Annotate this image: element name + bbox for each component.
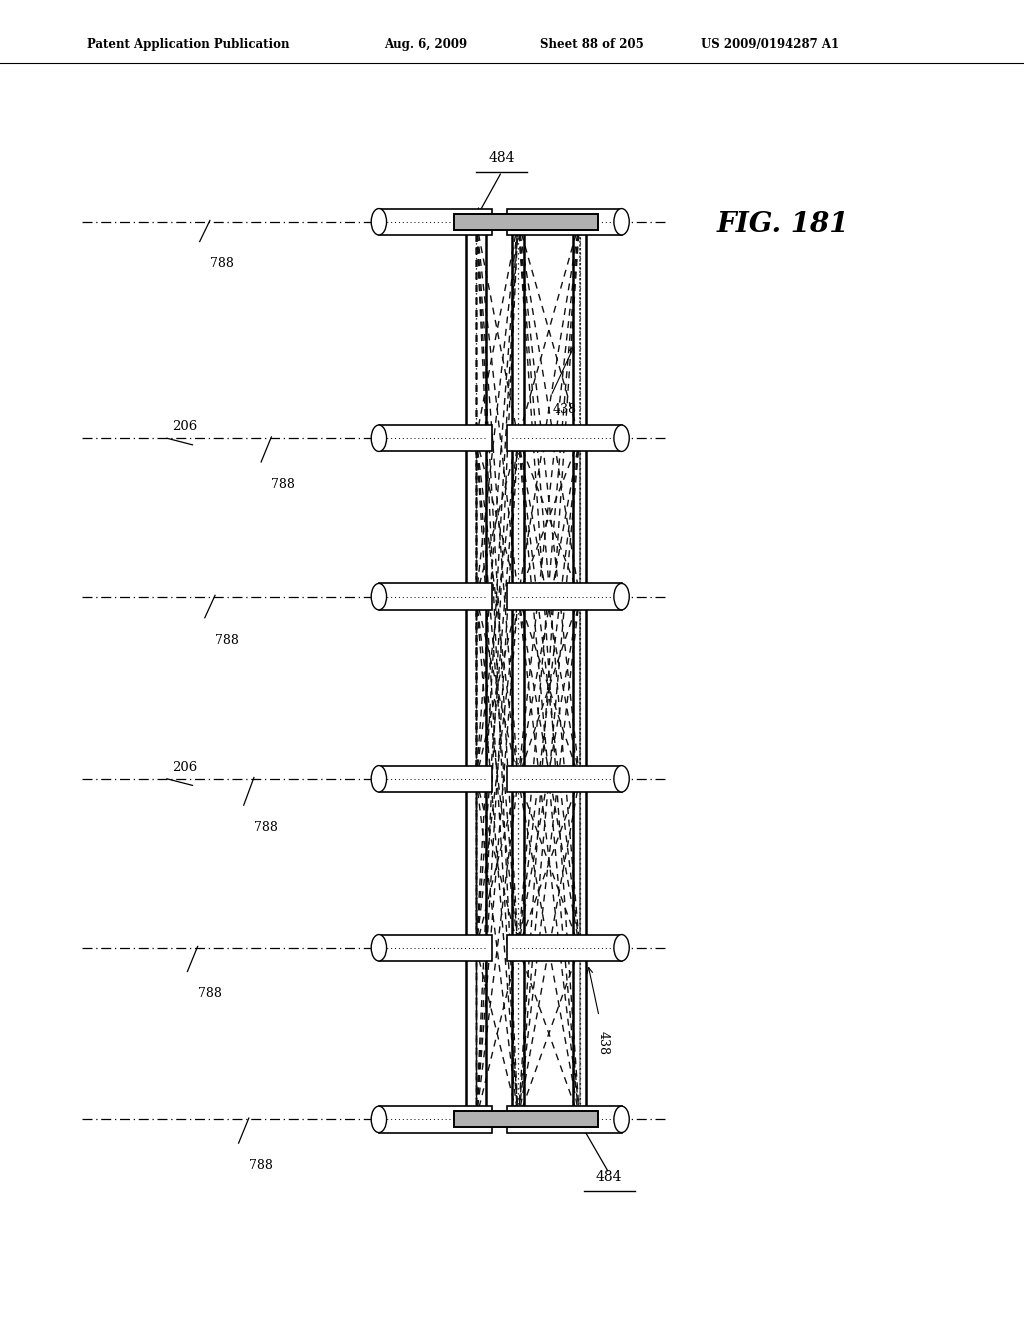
Text: 788: 788	[215, 634, 239, 647]
Ellipse shape	[614, 1106, 629, 1133]
Text: 788: 788	[198, 987, 221, 1001]
Text: Aug. 6, 2009: Aug. 6, 2009	[384, 38, 467, 51]
Text: US 2009/0194287 A1: US 2009/0194287 A1	[701, 38, 840, 51]
Bar	[507, 583, 622, 610]
Ellipse shape	[371, 1106, 387, 1133]
Text: 484: 484	[596, 1170, 623, 1184]
Bar	[379, 1106, 492, 1133]
Ellipse shape	[614, 209, 629, 235]
Bar	[379, 209, 492, 235]
Bar	[507, 425, 622, 451]
Ellipse shape	[371, 425, 387, 451]
Text: 484: 484	[488, 150, 515, 165]
Ellipse shape	[614, 935, 629, 961]
Bar	[507, 1106, 622, 1133]
Text: 438: 438	[597, 1031, 610, 1055]
Bar	[454, 214, 598, 230]
Text: Sheet 88 of 205: Sheet 88 of 205	[540, 38, 643, 51]
Text: 206: 206	[172, 420, 198, 433]
Bar	[507, 935, 622, 961]
Bar	[507, 209, 622, 235]
Text: 788: 788	[254, 821, 278, 834]
Ellipse shape	[614, 766, 629, 792]
Ellipse shape	[371, 583, 387, 610]
Bar	[507, 766, 622, 792]
Ellipse shape	[614, 425, 629, 451]
Text: 788: 788	[249, 1159, 272, 1172]
Ellipse shape	[614, 583, 629, 610]
Text: FIG. 181: FIG. 181	[717, 211, 849, 238]
Bar	[379, 583, 492, 610]
Text: 788: 788	[271, 478, 295, 491]
Bar	[379, 935, 492, 961]
Text: 438: 438	[553, 403, 577, 416]
Ellipse shape	[371, 209, 387, 235]
Ellipse shape	[371, 766, 387, 792]
Ellipse shape	[371, 935, 387, 961]
Text: Patent Application Publication: Patent Application Publication	[87, 38, 290, 51]
Text: 788: 788	[210, 257, 233, 271]
Bar	[379, 766, 492, 792]
Text: 206: 206	[172, 760, 198, 774]
Bar	[454, 1111, 598, 1127]
Bar	[379, 425, 492, 451]
